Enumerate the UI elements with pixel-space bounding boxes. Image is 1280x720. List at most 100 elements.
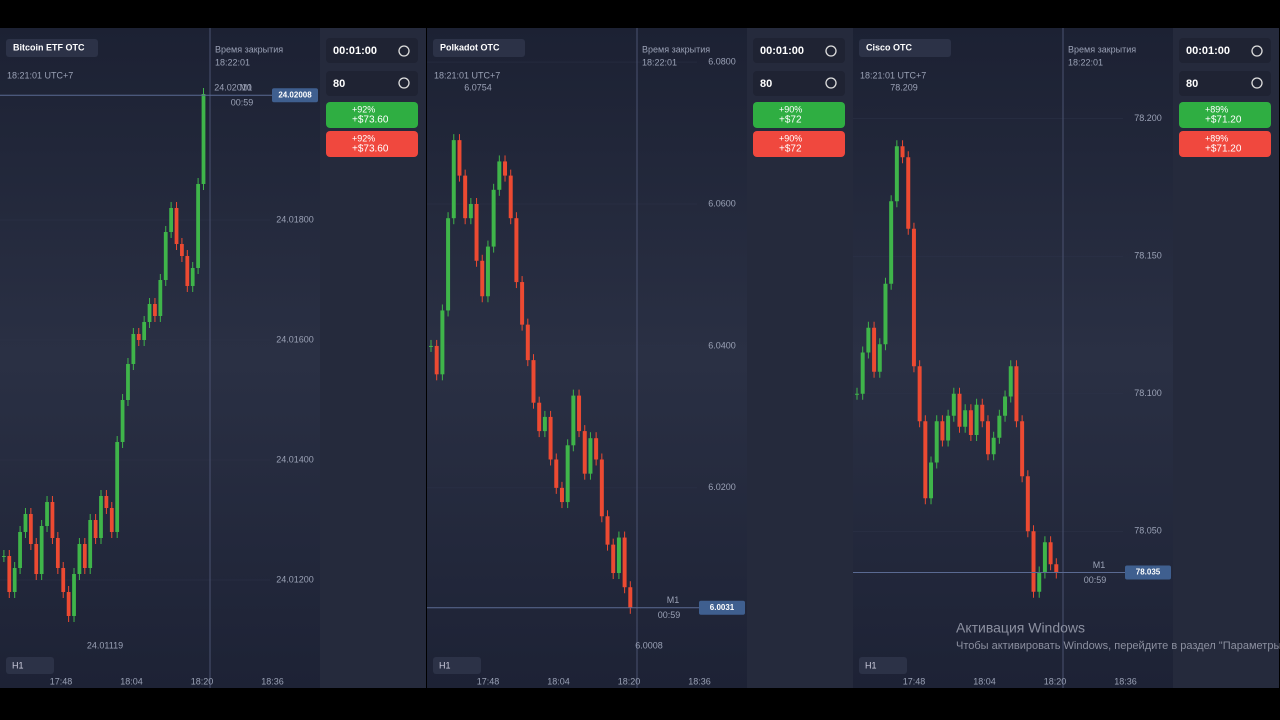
down-pct[interactable]: +89% (1205, 133, 1228, 143)
up-payout[interactable]: +$71.20 (1205, 115, 1242, 126)
candle (66, 592, 71, 616)
candle (1048, 542, 1053, 565)
amount[interactable]: 80 (760, 78, 772, 90)
timeframe-button[interactable] (6, 657, 54, 674)
up-pct[interactable]: +90% (779, 104, 802, 114)
watermark-text: Чтобы активировать Windows, перейдите в … (956, 640, 1280, 652)
up-pct[interactable]: +92% (352, 104, 375, 114)
down-pct[interactable]: +92% (352, 133, 375, 143)
m1-label: M1 (1093, 560, 1106, 570)
low-label: 6.0008 (635, 640, 663, 650)
asset-select[interactable] (433, 39, 525, 57)
timer-box[interactable] (1179, 38, 1271, 63)
down-payout[interactable]: +$73.60 (352, 144, 389, 155)
timeframe[interactable]: H1 (12, 660, 24, 670)
candle (582, 431, 587, 474)
amount-box[interactable] (753, 71, 845, 96)
asset-select[interactable] (6, 39, 98, 57)
up-button[interactable] (326, 102, 418, 128)
candle (1020, 421, 1025, 477)
timer-box[interactable] (326, 38, 418, 63)
candle (491, 189, 496, 247)
up-button[interactable] (753, 102, 845, 128)
candle (163, 232, 168, 280)
down-button[interactable] (1179, 131, 1271, 157)
candle (120, 400, 125, 442)
asset-select[interactable] (859, 39, 951, 57)
timeframe[interactable]: H1 (439, 660, 451, 670)
candle (104, 496, 109, 508)
amount-box[interactable] (1179, 71, 1271, 96)
timeframe-button[interactable] (859, 657, 907, 674)
down-button[interactable] (753, 131, 845, 157)
chart-area (853, 28, 1173, 688)
x-tick-label: 18:20 (618, 676, 641, 686)
watermark-title: Активация Windows (956, 620, 1085, 636)
candle (1037, 572, 1042, 592)
x-tick-label: 18:04 (547, 676, 570, 686)
timer[interactable]: 00:01:00 (333, 45, 377, 57)
candle (39, 526, 44, 574)
dollar-icon (398, 77, 410, 89)
x-tick-label: 17:48 (50, 676, 73, 686)
candle (1003, 396, 1008, 416)
candle (12, 568, 17, 592)
timer[interactable]: 00:01:00 (1186, 45, 1230, 57)
asset-name[interactable]: Cisco OTC (866, 42, 913, 52)
candle (991, 437, 996, 455)
candle (153, 304, 157, 316)
y-tick-label: 24.01400 (276, 454, 314, 464)
candle (860, 352, 865, 394)
candle (911, 228, 916, 367)
candle (174, 208, 179, 244)
candle (7, 556, 12, 592)
close-time: 18:22:01 (642, 57, 677, 67)
clock: 18:21:01 UTC+7 (434, 70, 500, 80)
high-label: 24.02010 (214, 82, 252, 92)
candle (109, 508, 114, 532)
asset-name[interactable]: Bitcoin ETF OTC (13, 42, 85, 52)
candle (951, 393, 956, 416)
timeframe[interactable]: H1 (865, 660, 877, 670)
candle (628, 587, 633, 608)
timer[interactable]: 00:01:00 (760, 45, 804, 57)
candle (34, 544, 39, 574)
asset-name[interactable]: Polkadot OTC (440, 42, 500, 52)
up-pct[interactable]: +89% (1205, 104, 1228, 114)
y-tick-label: 78.150 (1134, 251, 1162, 261)
price-tag-label: 6.0031 (710, 603, 735, 612)
candle (99, 496, 103, 538)
amount[interactable]: 80 (1186, 78, 1198, 90)
x-tick-label: 17:48 (477, 676, 500, 686)
candle (190, 268, 195, 286)
timer-box[interactable] (753, 38, 845, 63)
candle (565, 445, 570, 503)
candle (142, 322, 147, 340)
candle (45, 502, 49, 526)
chart-area (427, 28, 747, 688)
amount-box[interactable] (326, 71, 418, 96)
up-payout[interactable]: +$72 (779, 115, 802, 126)
candle (434, 345, 439, 375)
candle (468, 204, 473, 219)
amount[interactable]: 80 (333, 78, 345, 90)
candle (126, 364, 130, 400)
down-payout[interactable]: +$72 (779, 144, 802, 155)
down-payout[interactable]: +$71.20 (1205, 144, 1242, 155)
down-button[interactable] (326, 131, 418, 157)
clock: 18:21:01 UTC+7 (860, 70, 926, 80)
y-tick-label: 6.0200 (708, 482, 736, 492)
up-payout[interactable]: +$73.60 (352, 115, 389, 126)
candle (28, 514, 33, 544)
candle (963, 410, 968, 427)
high-label: 6.0754 (464, 82, 492, 92)
candle (474, 204, 479, 261)
candle (997, 415, 1002, 438)
down-pct[interactable]: +90% (779, 133, 802, 143)
candle (497, 161, 502, 190)
timeframe-button[interactable] (433, 657, 481, 674)
candle (525, 324, 530, 361)
up-button[interactable] (1179, 102, 1271, 128)
x-tick-label: 18:20 (191, 676, 214, 686)
